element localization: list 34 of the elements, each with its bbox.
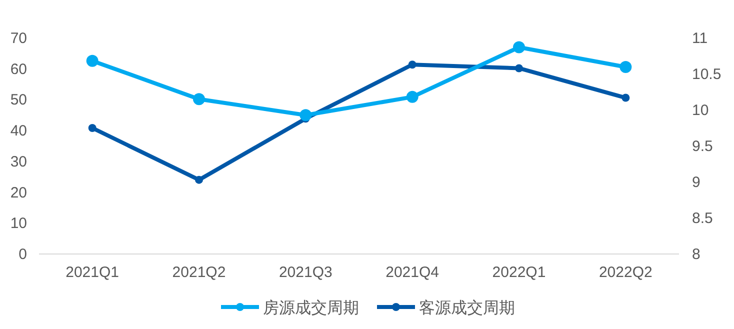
point — [88, 124, 96, 132]
y-tick-label: 60 — [10, 60, 27, 78]
point — [406, 90, 418, 103]
y-tick-label: 30 — [10, 153, 27, 170]
y2-tick-label: 11 — [692, 30, 708, 47]
y2-tick-label: 8.5 — [692, 210, 713, 227]
x-tick-label: 2022Q1 — [492, 264, 546, 281]
point — [408, 60, 416, 69]
point — [620, 61, 632, 74]
y2-tick-label: 8 — [692, 246, 700, 263]
x-tick-label: 2021Q2 — [172, 264, 226, 281]
legend-label: 客源成交周期 — [419, 299, 515, 317]
y2-tick-label: 10 — [692, 102, 709, 119]
y-tick-label: 50 — [10, 92, 27, 109]
legend-label: 房源成交周期 — [263, 299, 359, 317]
point — [300, 109, 312, 122]
point — [86, 54, 98, 67]
point — [513, 41, 525, 54]
y-tick-label: 0 — [18, 246, 27, 263]
y-tick-label: 20 — [10, 184, 27, 202]
x-tick-label: 2021Q4 — [386, 264, 440, 281]
y2-tick-label: 9.5 — [692, 138, 713, 155]
x-tick-label: 2022Q2 — [598, 264, 652, 281]
y2-tick-label: 9 — [692, 174, 700, 191]
y-tick-label: 40 — [10, 122, 27, 140]
point — [193, 93, 205, 106]
point — [622, 94, 630, 102]
y-tick-label: 10 — [10, 215, 27, 232]
point — [515, 64, 523, 72]
y-tick-label: 70 — [10, 30, 27, 47]
y2-tick-label: 10.5 — [692, 66, 722, 83]
x-tick-label: 2021Q3 — [278, 264, 332, 281]
x-tick-label: 2021Q1 — [66, 264, 120, 281]
point — [195, 176, 203, 184]
